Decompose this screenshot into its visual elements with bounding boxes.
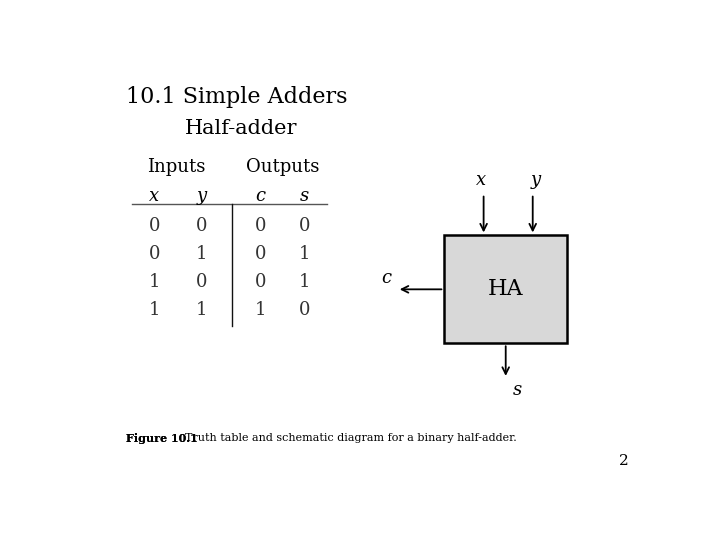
- Text: c: c: [255, 187, 265, 205]
- Text: HA: HA: [488, 278, 523, 300]
- Text: x: x: [149, 187, 159, 205]
- Text: 1: 1: [299, 273, 310, 291]
- Text: 0: 0: [148, 217, 160, 234]
- Text: 1: 1: [299, 245, 310, 263]
- Text: 0: 0: [299, 301, 310, 319]
- Text: 0: 0: [254, 245, 266, 263]
- Text: y: y: [531, 171, 541, 188]
- Text: 1: 1: [196, 301, 207, 319]
- Text: Figure 10.1  Truth table and schematic diagram for a binary half-adder.: Figure 10.1 Truth table and schematic di…: [126, 433, 531, 443]
- Text: s: s: [513, 381, 522, 399]
- Text: x: x: [476, 171, 486, 188]
- Text: 1: 1: [254, 301, 266, 319]
- Text: s: s: [300, 187, 310, 205]
- Bar: [444, 235, 567, 343]
- Text: 10.1 Simple Adders: 10.1 Simple Adders: [126, 85, 348, 107]
- Text: 0: 0: [196, 217, 207, 234]
- Text: y: y: [197, 187, 207, 205]
- Text: 1: 1: [148, 301, 160, 319]
- Text: Truth table and schematic diagram for a binary half-adder.: Truth table and schematic diagram for a …: [178, 433, 516, 443]
- Text: 0: 0: [196, 273, 207, 291]
- Text: Half-adder: Half-adder: [184, 119, 297, 138]
- Text: c: c: [381, 269, 392, 287]
- Text: 0: 0: [148, 245, 160, 263]
- Text: Figure 10.1: Figure 10.1: [126, 433, 198, 444]
- Text: Outputs: Outputs: [246, 158, 319, 177]
- Text: 0: 0: [299, 217, 310, 234]
- Text: 2: 2: [618, 454, 629, 468]
- Text: 0: 0: [254, 217, 266, 234]
- Text: Inputs: Inputs: [148, 158, 206, 177]
- Text: 1: 1: [148, 273, 160, 291]
- Text: Figure 10.1: Figure 10.1: [126, 433, 198, 444]
- Text: 0: 0: [254, 273, 266, 291]
- Text: 1: 1: [196, 245, 207, 263]
